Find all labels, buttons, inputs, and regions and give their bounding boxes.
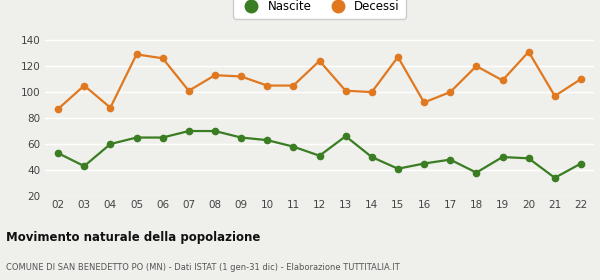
Nascite [577,162,584,165]
Nascite [342,135,349,138]
Decessi [473,64,480,68]
Decessi [316,59,323,62]
Decessi [499,79,506,82]
Decessi [55,107,62,111]
Nascite [211,129,218,133]
Decessi [368,90,376,94]
Nascite [80,164,88,168]
Nascite [421,162,428,165]
Decessi [290,84,297,87]
Decessi [80,84,88,87]
Nascite [473,171,480,174]
Line: Nascite: Nascite [55,128,584,181]
Decessi [421,101,428,104]
Nascite [133,136,140,139]
Decessi [342,89,349,92]
Line: Decessi: Decessi [55,49,584,112]
Decessi [551,94,559,98]
Nascite [368,155,376,159]
Text: COMUNE DI SAN BENEDETTO PO (MN) - Dati ISTAT (1 gen-31 dic) - Elaborazione TUTTI: COMUNE DI SAN BENEDETTO PO (MN) - Dati I… [6,263,400,272]
Nascite [394,167,401,171]
Nascite [55,151,62,155]
Decessi [107,106,114,109]
Decessi [525,50,532,53]
Decessi [211,73,218,77]
Decessi [238,75,245,78]
Nascite [185,129,193,133]
Nascite [551,176,559,179]
Decessi [577,77,584,81]
Nascite [446,158,454,161]
Nascite [238,136,245,139]
Nascite [263,138,271,142]
Nascite [107,142,114,146]
Decessi [133,53,140,56]
Nascite [525,157,532,160]
Legend: Nascite, Decessi: Nascite, Decessi [233,0,406,19]
Decessi [159,57,166,60]
Decessi [394,55,401,59]
Nascite [499,155,506,159]
Decessi [446,90,454,94]
Nascite [316,154,323,157]
Decessi [185,89,193,92]
Text: Movimento naturale della popolazione: Movimento naturale della popolazione [6,231,260,244]
Decessi [263,84,271,87]
Nascite [159,136,166,139]
Nascite [290,145,297,148]
